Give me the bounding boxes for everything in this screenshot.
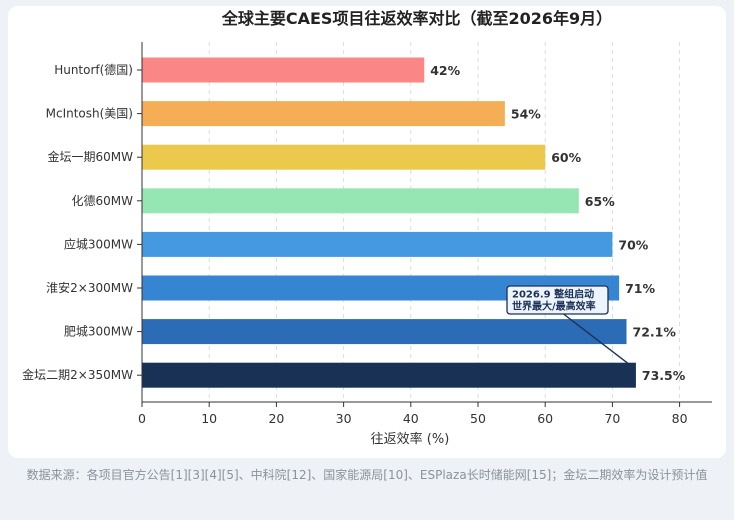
bar [142, 101, 505, 127]
annotation-text: 2026.9 整组启动 [512, 288, 594, 301]
bar [142, 57, 425, 83]
x-tick-label: 60 [537, 411, 553, 426]
bar [142, 231, 613, 257]
bar [142, 362, 636, 388]
x-tick-label: 0 [138, 411, 146, 426]
x-tick-label: 30 [336, 411, 352, 426]
bar [142, 144, 546, 170]
annotation-arrow [563, 313, 634, 368]
value-label: 72.1% [633, 325, 677, 340]
category-label: 肥城300MW [64, 325, 133, 339]
efficiency-bar-chart: 全球主要CAES项目往返效率对比（截至2026年9月） Huntorf(德国) 4… [22, 9, 712, 447]
value-label: 54% [511, 107, 541, 122]
category-label: 淮安2×300MW [46, 280, 133, 295]
value-label: 60% [551, 150, 581, 165]
bar [142, 188, 579, 214]
x-axis-title: 往返效率 (%) [371, 431, 450, 447]
category-label: Huntorf(德国) [54, 62, 133, 77]
bar [142, 319, 627, 345]
category-label: 应城300MW [64, 236, 133, 251]
annotation-box [506, 285, 609, 315]
x-tick-label: 40 [403, 411, 419, 426]
value-label: 73.5% [642, 368, 686, 383]
category-label: 金坛二期2×350MW [22, 367, 133, 382]
source-note: 数据来源：各项目官方公告[1][3][4][5]、中科院[12]、国家能源局[1… [26, 468, 708, 482]
x-tick-label: 70 [604, 411, 620, 426]
category-label: 化德60MW [72, 193, 134, 208]
x-axis: 0 10 20 30 40 50 60 70 80 [137, 42, 712, 426]
annotation-text: 世界最大/最高效率 [512, 300, 596, 313]
x-tick-label: 10 [201, 411, 217, 426]
bars: Huntorf(德国) 42% McIntosh(美国) 54% 金坛一期60MW 60%… [22, 57, 686, 388]
category-label: McIntosh(美国) [46, 107, 133, 121]
value-label: 71% [625, 281, 655, 296]
x-tick-label: 80 [672, 411, 688, 426]
x-tick-label: 50 [470, 411, 486, 426]
chart-title: 全球主要CAES项目往返效率对比（截至2026年9月） [221, 9, 612, 28]
grid-lines [208, 42, 681, 402]
category-label: 金坛一期60MW [48, 149, 134, 164]
value-label: 70% [618, 237, 648, 252]
value-label: 42% [430, 63, 460, 78]
value-label: 65% [585, 194, 615, 209]
x-tick-label: 20 [268, 411, 284, 426]
